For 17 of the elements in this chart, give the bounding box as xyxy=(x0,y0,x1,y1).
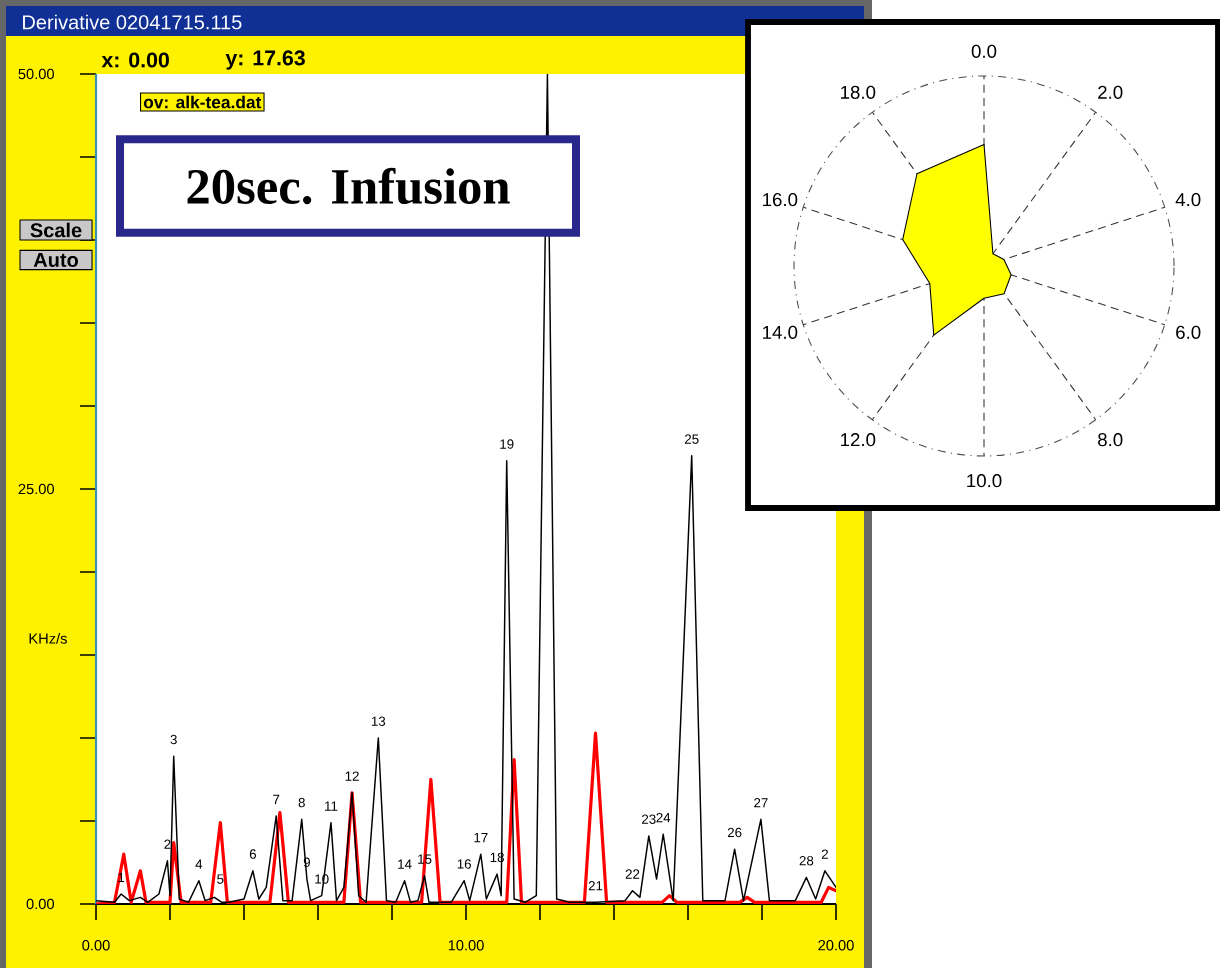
spoke-label: 2.0 xyxy=(1098,85,1123,99)
spoke-label: 12.0 xyxy=(841,433,876,447)
chart-title: Derivative 02041715.115 xyxy=(23,14,242,30)
annotation: ov: alk-tea.dat xyxy=(143,95,262,109)
spoke-label: 0.0 xyxy=(971,44,997,58)
spoke-label: 14.0 xyxy=(763,325,798,339)
spoke-label: 8.0 xyxy=(1098,433,1123,447)
spoke-label: 16.0 xyxy=(763,193,798,207)
spoke-label: 18.0 xyxy=(841,85,876,99)
text: Auto xyxy=(33,253,78,267)
text: Scale xyxy=(30,222,82,238)
text: y: 17.63 xyxy=(225,50,305,70)
text: x: 0.00 xyxy=(101,52,169,68)
spoke-label: 4.0 xyxy=(1175,193,1201,207)
spoke-label: 10.0 xyxy=(967,474,1002,488)
text: 20sec. Infusion xyxy=(187,167,510,205)
spoke-label: 6.0 xyxy=(1176,325,1201,339)
